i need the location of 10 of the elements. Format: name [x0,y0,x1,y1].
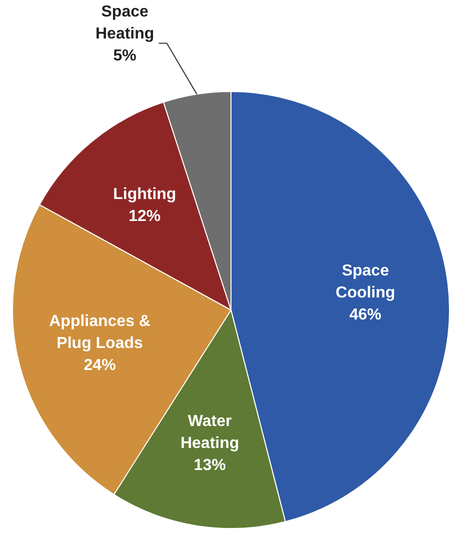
data-label: 13% [194,457,226,474]
slice-label: Space Cooling [336,262,396,302]
slice-label: Appliances & Plug Loads [49,313,151,352]
data-label: 24% [84,357,116,374]
data-label: 46% [349,306,382,324]
data-label: 5% [113,48,136,65]
slice-label: Space Heating [95,4,154,43]
slice-label: Water Heating [180,413,240,452]
data-label: 12% [128,208,161,226]
slice-label: Lighting [113,186,176,204]
